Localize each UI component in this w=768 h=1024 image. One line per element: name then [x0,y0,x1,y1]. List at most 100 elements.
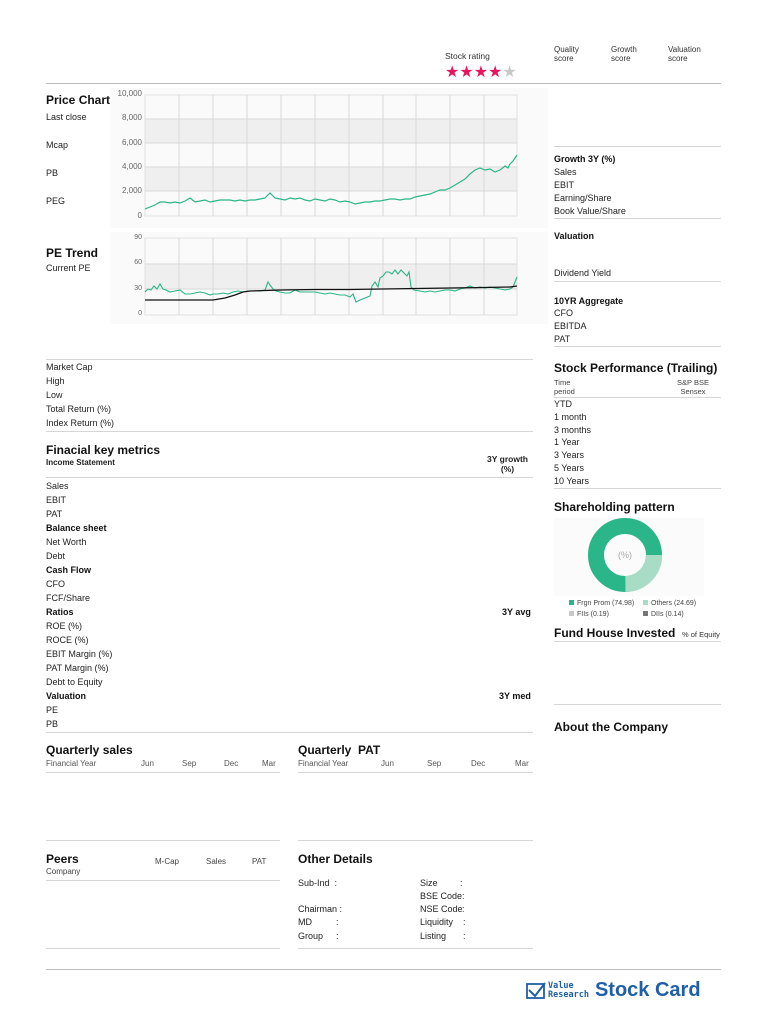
footer-divider [46,969,721,970]
size-label: Size: [420,878,463,888]
pe-y-tick: 90 [134,234,142,241]
financial-metrics-title: Finacial key metrics [46,443,161,457]
mcap-label: Mcap [46,140,69,150]
fund-house-divider [554,641,721,642]
qp-header-divider [298,772,533,773]
growth-3y-title: Growth 3Y (%) [554,154,616,164]
price-y-tick: 0 [137,211,142,220]
quality-score-label: Quality score [554,45,579,63]
stock-performance-title: Stock Performance (Trailing) [554,361,718,375]
low-label: Low [46,390,63,400]
pe-y-tick: 0 [138,310,142,317]
group-label: Group: [298,931,339,941]
pe-trend-chart-svg [144,237,518,316]
debt-label: Debt [46,551,66,561]
stock-rating-stars: ★★★★★ [445,64,517,82]
fund-house-equity-header: % of Equity [682,630,720,639]
price-y-tick: 8,000 [121,113,142,122]
cfo-label: CFO [46,579,65,589]
price-chart [110,88,548,228]
peers-company-header: Company [46,867,81,876]
qs-col-sep: Sep [182,759,197,768]
valuation-3y-med-header: 3Y med [499,691,531,701]
fcf-share-label: FCF/Share [46,593,91,603]
fund-house-bottom-divider [554,704,721,705]
high-label: High [46,376,65,386]
donut-center-label: (%) [618,550,632,560]
perf-3y-label: 3 Years [554,450,585,460]
income-statement-heading: Income Statement [46,458,115,467]
legend-fiis: FIIs (0.19) [569,611,609,618]
qs-col-jun: Jun [141,759,154,768]
peers-sales-header: Sales [206,857,227,866]
brand-research: Research [548,989,589,1000]
pb-label: PB [46,719,59,729]
liquidity-label: Liquidity: [420,917,466,927]
chairman-label: Chairman : [298,904,343,914]
growth-ebit-label: EBIT [554,180,575,190]
quarterly-sales-title: Quarterly sales [46,743,133,757]
legend-diis: DIIs (0.14) [643,611,684,618]
pe-trend-title: PE Trend [46,246,99,260]
stock-card-title: Stock Card [594,979,701,1001]
star-filled-icon: ★ [445,64,460,81]
quarterly-pat-title: Quarterly PAT [298,743,381,757]
perf-time-period-header: Time period [554,378,575,396]
qs-col-mar: Mar [262,759,276,768]
about-company-title: About the Company [554,720,668,734]
star-filled-icon: ★ [473,64,489,81]
pb-label: PB [46,168,59,178]
aggregate-divider [554,346,721,347]
other-details-bottom-divider [298,948,533,949]
nse-code-label: NSE Code: [420,904,465,914]
peers-bottom-divider [46,948,280,949]
listing-label: Listing: [420,931,466,941]
qp-col-jun: Jun [381,759,394,768]
other-details-title: Other Details [298,852,373,866]
sub-ind-label: Sub-Ind : [298,878,338,888]
perf-1m-label: 1 month [554,412,587,422]
balance-sheet-heading: Balance sheet [46,523,107,533]
price-chart-title: Price Chart [46,93,111,107]
ratios-heading: Ratios [46,607,74,617]
legend-swatch [569,611,574,616]
right-top-divider [554,146,721,147]
pe-trend-chart [110,232,548,324]
legend-others: Others (24.69) [643,600,696,607]
pat-margin-label: PAT Margin (%) [46,663,109,673]
pe-label: PE [46,705,59,715]
qp-bottom-divider [298,840,533,841]
financial-header-divider [46,477,533,478]
legend-swatch [643,600,648,605]
net-worth-label: Net Worth [46,537,87,547]
last-close-label: Last close [46,112,87,122]
peg-label: PEG [46,196,66,206]
market-cap-label: Market Cap [46,362,93,372]
legend-frgn-prom: Frgn Prom (74.98) [569,600,634,607]
market-top-divider [46,359,533,360]
fund-house-title: Fund House Invested [554,626,676,640]
pe-y-tick: 60 [134,259,142,266]
pe-y-tick: 30 [134,285,142,292]
price-chart-svg [144,94,518,217]
legend-swatch [569,600,574,605]
price-y-tick: 10,000 [117,89,142,98]
growth-3y-header: 3Y growth (%) [487,454,528,474]
shareholding-donut-svg: (%) [588,518,662,592]
qp-col-mar: Mar [515,759,529,768]
perf-ytd-label: YTD [554,399,572,409]
roe-label: ROE (%) [46,621,82,631]
stock-rating-label: Stock rating [445,51,490,61]
agg-ebitda-label: EBITDA [554,321,587,331]
financial-bottom-divider [46,732,533,733]
qp-col-sep: Sep [427,759,442,768]
qp-col-dec: Dec [471,759,486,768]
dividend-yield-label: Dividend Yield [554,268,612,278]
agg-cfo-label: CFO [554,308,573,318]
valuation-heading: Valuation [46,691,87,701]
value-research-check-icon [526,981,546,999]
fin-ebit-label: EBIT [46,495,67,505]
ratios-3y-avg-header: 3Y avg [502,607,531,617]
qs-bottom-divider [46,840,280,841]
star-filled-icon: ★ [488,64,503,81]
